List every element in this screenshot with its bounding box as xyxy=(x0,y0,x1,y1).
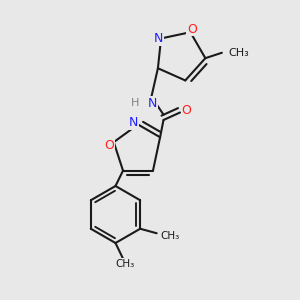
Text: N: N xyxy=(129,116,138,130)
Text: O: O xyxy=(187,23,197,36)
Text: CH₃: CH₃ xyxy=(115,259,134,269)
Text: H: H xyxy=(131,98,140,109)
Text: CH₃: CH₃ xyxy=(160,231,179,241)
Text: N: N xyxy=(154,32,163,45)
Text: N: N xyxy=(148,97,157,110)
Text: O: O xyxy=(104,139,114,152)
Text: CH₃: CH₃ xyxy=(229,48,249,58)
Text: O: O xyxy=(182,104,191,118)
